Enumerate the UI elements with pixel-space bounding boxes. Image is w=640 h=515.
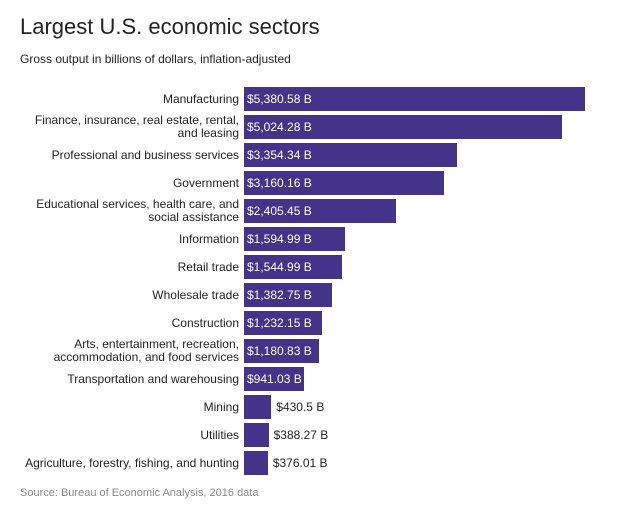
chart-subtitle: Gross output in billions of dollars, inf…	[20, 52, 291, 66]
category-label: Information	[178, 231, 239, 246]
category-label: Mining	[203, 399, 239, 414]
category-label: Agriculture, forestry, fishing, and hunt…	[25, 455, 239, 470]
category-label: Educational services, health care, and s…	[36, 197, 239, 224]
value-label: $2,405.45 B	[247, 204, 312, 218]
category-label: Wholesale trade	[152, 287, 239, 302]
bar	[244, 283, 332, 307]
value-label: $1,180.83 B	[247, 344, 312, 358]
value-label: $1,232.15 B	[247, 316, 312, 330]
bar	[244, 199, 397, 223]
category-label: Utilities	[200, 427, 239, 442]
value-label: $1,544.99 B	[247, 260, 312, 274]
bar	[244, 171, 445, 195]
category-label: Professional and business services	[51, 147, 239, 162]
bar	[244, 143, 457, 167]
category-label: Finance, insurance, real estate, rental,…	[34, 113, 239, 140]
value-label: $430.5 B	[276, 400, 325, 414]
value-label: $388.27 B	[273, 428, 329, 442]
bar	[244, 339, 319, 363]
bar	[244, 87, 585, 111]
value-label: $376.01 B	[272, 456, 328, 470]
bar	[244, 423, 269, 447]
value-label: $941.03 B	[247, 372, 302, 386]
bar	[244, 255, 342, 279]
value-label: $3,160.16 B	[247, 176, 312, 190]
category-label: Retail trade	[177, 259, 239, 274]
source-note: Source: Bureau of Economic Analysis, 201…	[20, 487, 259, 499]
category-label: Construction	[171, 315, 239, 330]
bar	[244, 227, 346, 251]
chart-title: Largest U.S. economic sectors	[20, 14, 320, 39]
category-label: Transportation and warehousing	[67, 371, 239, 386]
bar	[244, 451, 268, 475]
value-label: $5,024.28 B	[247, 120, 312, 134]
value-label: $1,382.75 B	[247, 288, 312, 302]
bar	[244, 311, 323, 335]
value-label: $1,594.99 B	[247, 232, 312, 246]
bar	[244, 115, 563, 139]
value-label: $3,354.34 B	[247, 148, 312, 162]
bar	[244, 367, 304, 391]
value-label: $5,380.58 B	[247, 92, 312, 106]
category-label: Government	[172, 175, 239, 190]
category-label: Manufacturing	[162, 91, 239, 106]
bar	[244, 395, 272, 419]
category-label: Arts, entertainment, recreation, accommo…	[53, 337, 239, 364]
